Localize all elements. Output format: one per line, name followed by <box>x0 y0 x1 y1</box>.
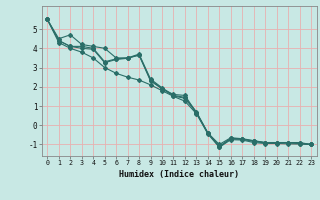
X-axis label: Humidex (Indice chaleur): Humidex (Indice chaleur) <box>119 170 239 179</box>
